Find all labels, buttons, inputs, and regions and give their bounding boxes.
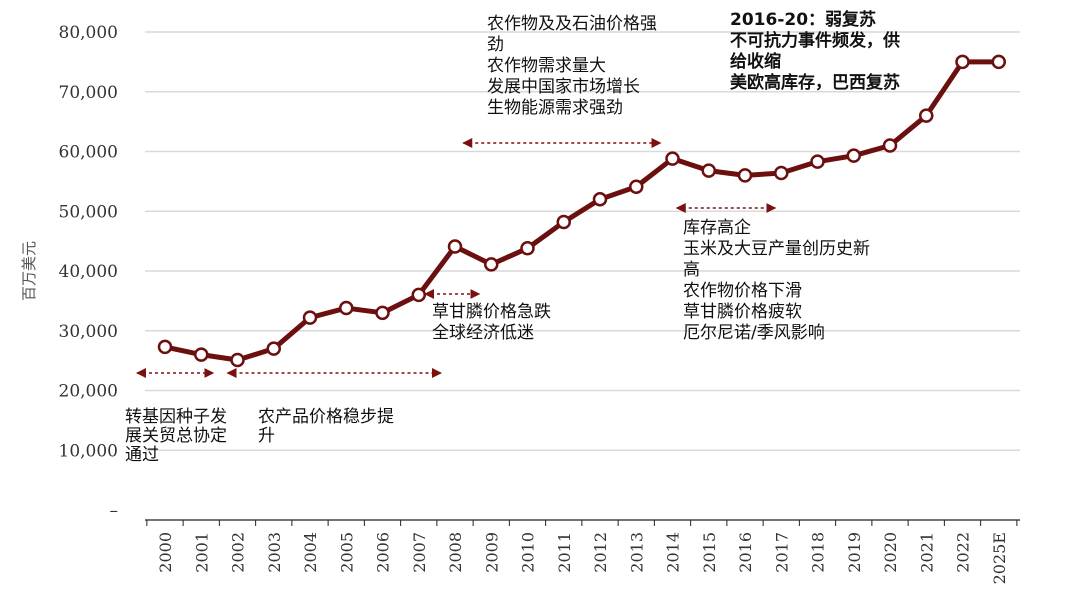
x-tick-label: 2008 bbox=[446, 532, 465, 573]
data-point bbox=[737, 168, 753, 183]
annotation-line: 发展中国家市场增长 bbox=[487, 77, 640, 97]
annotation-line: 展关贸总协定 bbox=[125, 426, 227, 446]
annotation-line: 农作物需求量大 bbox=[487, 56, 606, 76]
data-point bbox=[411, 287, 426, 303]
annotation-line: 美欧高库存，巴西复苏 bbox=[730, 72, 900, 93]
data-point bbox=[629, 179, 644, 195]
y-tick-label: 50,000 bbox=[59, 202, 118, 222]
data-point bbox=[375, 305, 390, 321]
data-point bbox=[846, 148, 861, 163]
y-tick-label: 70,000 bbox=[59, 83, 118, 103]
data-point bbox=[194, 347, 209, 362]
data-point bbox=[447, 239, 463, 254]
annotation-line: 转基因种子发 bbox=[125, 407, 227, 427]
x-tick-label: 2018 bbox=[809, 532, 828, 573]
y-tick-label: 60,000 bbox=[59, 143, 118, 163]
data-point bbox=[665, 151, 680, 166]
annotation-line: 农产品价格稳步提 bbox=[258, 407, 394, 427]
annotation-line: 不可抗力事件频发，供 bbox=[730, 30, 900, 51]
data-point bbox=[484, 257, 499, 272]
data-point bbox=[991, 54, 1006, 70]
annotation-line: 玉米及大豆产量创历史新 bbox=[683, 239, 870, 259]
annotations: 转基因种子发展关贸总协定通过农产品价格稳步提升草甘膦价格急跌全球经济低迷农作物及… bbox=[125, 9, 900, 465]
y-tick-label: 80,000 bbox=[59, 23, 118, 43]
x-tick-label: 2019 bbox=[845, 532, 864, 573]
x-tick-label: 2014 bbox=[664, 532, 683, 573]
x-tick-label: 2025E bbox=[990, 532, 1009, 584]
x-tick-label: 2017 bbox=[772, 532, 791, 573]
data-point bbox=[919, 108, 934, 123]
annotation-line: 生物能源需求强劲 bbox=[487, 98, 623, 118]
data-point bbox=[520, 241, 535, 256]
data-point bbox=[230, 352, 245, 368]
annotation-line: 厄尔尼诺/季风影响 bbox=[683, 323, 825, 343]
data-point bbox=[592, 192, 608, 207]
x-tick-label: 2020 bbox=[881, 532, 900, 573]
data-point bbox=[266, 341, 281, 356]
x-tick-label: 2001 bbox=[192, 532, 211, 573]
y-axis: – 10,000 20,000 30,000 40,000 50,000 60,000 70,… bbox=[59, 23, 118, 521]
x-tick-label: 2007 bbox=[410, 532, 429, 573]
x-tick-label: 2000 bbox=[156, 532, 175, 573]
x-tick-label: 2021 bbox=[917, 532, 936, 573]
data-point bbox=[774, 165, 789, 181]
data-point bbox=[955, 54, 970, 70]
x-tick-label: 2004 bbox=[301, 532, 320, 573]
annotation-line: 库存高企 bbox=[683, 218, 751, 238]
annotation-line: 草甘膦价格疲软 bbox=[683, 302, 802, 322]
annotation-line: 给收缩 bbox=[730, 51, 781, 72]
x-tick-label: 2002 bbox=[229, 532, 248, 573]
annotation-line: 通过 bbox=[125, 445, 159, 465]
y-tick-label: 30,000 bbox=[59, 322, 118, 342]
data-point bbox=[339, 300, 354, 316]
x-tick-label: 2015 bbox=[700, 532, 719, 573]
annotation-line: 农作物及及石油价格强 bbox=[487, 14, 657, 34]
x-tick-label: 2003 bbox=[265, 532, 284, 573]
x-tick-label: 2011 bbox=[555, 532, 574, 573]
y-axis-label: 百万美元 bbox=[20, 241, 38, 301]
data-point bbox=[810, 154, 825, 169]
x-tick-label: 2010 bbox=[519, 532, 538, 573]
x-tick-label: 2009 bbox=[482, 532, 501, 573]
y-tick-label: 20,000 bbox=[59, 382, 118, 402]
x-tick-label: 2016 bbox=[736, 532, 755, 573]
annotation-line: 草甘膦价格急跌 bbox=[432, 302, 551, 322]
x-tick-label: 2022 bbox=[954, 532, 973, 573]
series-market-size bbox=[157, 54, 1006, 368]
x-tick-label: 2013 bbox=[627, 532, 646, 573]
data-point bbox=[157, 339, 173, 355]
annotation-line: 升 bbox=[258, 426, 275, 446]
x-axis: 2000 2001 2002 2003 2004 2005 2006 2007 2008 2009… bbox=[145, 519, 1020, 584]
annotation-line: 农作物价格下滑 bbox=[683, 281, 802, 301]
data-point bbox=[556, 214, 571, 230]
x-tick-label: 2005 bbox=[337, 532, 356, 573]
y-tick-label: 10,000 bbox=[59, 441, 118, 461]
data-point bbox=[882, 138, 898, 153]
y-tick-label: 40,000 bbox=[59, 262, 118, 282]
data-point bbox=[302, 310, 318, 325]
annotation-line: 高 bbox=[683, 260, 700, 280]
annotation-line: 2016-20：弱复苏 bbox=[730, 9, 876, 30]
annotation-line: 全球经济低迷 bbox=[432, 323, 534, 343]
annotation-line: 劲 bbox=[487, 35, 504, 55]
x-tick-label: 2012 bbox=[591, 532, 610, 573]
x-tick-label: 2006 bbox=[374, 532, 393, 573]
y-tick-label: – bbox=[110, 501, 119, 521]
data-point bbox=[701, 163, 716, 178]
